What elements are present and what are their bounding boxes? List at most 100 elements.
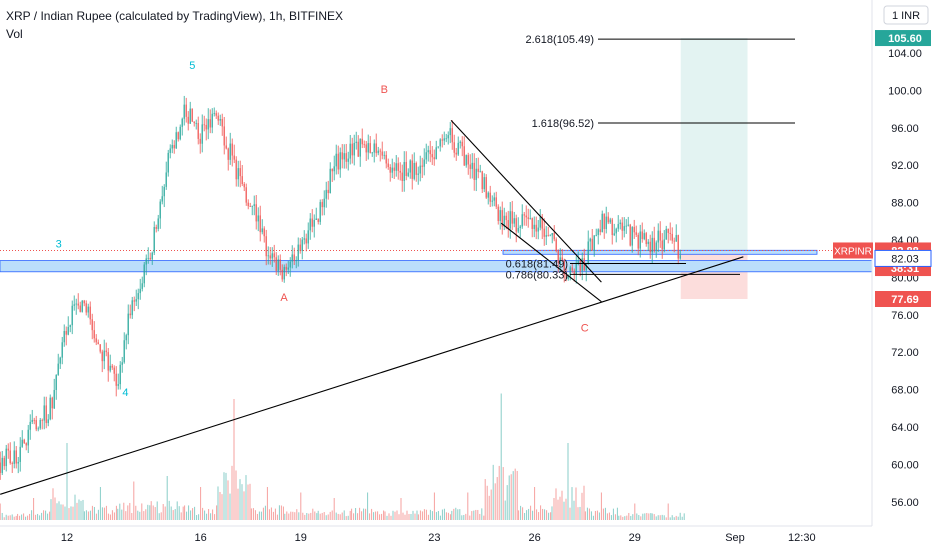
candle-body — [265, 236, 267, 257]
candle-body — [269, 255, 271, 259]
candle-body — [377, 150, 379, 154]
candle-body — [487, 192, 489, 198]
candle-body — [225, 145, 227, 149]
candle-body — [475, 168, 477, 180]
candle-body — [603, 213, 605, 230]
candle-body — [647, 241, 649, 245]
volume-bar — [227, 480, 229, 520]
candle-body — [169, 148, 171, 153]
candle-body — [543, 228, 545, 237]
candle-body — [271, 253, 273, 259]
candle-body — [371, 152, 373, 154]
candle-body — [73, 304, 75, 306]
candle-body — [467, 155, 469, 165]
candle-body — [253, 204, 255, 206]
candle-body — [305, 238, 307, 244]
candle-body — [387, 163, 389, 168]
candle-body — [561, 257, 563, 261]
candle-body — [565, 274, 567, 280]
volume-bar — [168, 500, 170, 520]
volume-bar — [105, 505, 107, 520]
candle-body — [463, 146, 465, 166]
candle-body — [219, 119, 221, 121]
y-tick-label: 68.00 — [891, 385, 919, 397]
candle-body — [13, 450, 15, 464]
volume-bar — [154, 507, 156, 520]
candle-body — [567, 276, 569, 280]
volume-bar — [414, 513, 416, 520]
volume-bar — [19, 515, 21, 520]
candle-body — [293, 254, 295, 262]
candle-body — [643, 233, 645, 239]
volume-bar — [661, 514, 663, 520]
candle-body — [527, 217, 529, 219]
volume-bar — [384, 511, 386, 520]
candle-body — [599, 229, 601, 233]
trendline-channel-lower — [500, 222, 602, 303]
volume-bar — [614, 514, 616, 520]
volume-bar — [427, 514, 429, 520]
price-badge — [874, 249, 932, 267]
volume-bar — [457, 509, 459, 520]
candle-body — [395, 163, 397, 171]
candle-body — [437, 146, 439, 148]
volume-bar — [542, 508, 544, 520]
volume-bar — [137, 510, 139, 520]
candle-body — [523, 214, 525, 216]
candle-body — [149, 257, 151, 260]
volume-bar — [308, 513, 310, 520]
candle-body — [491, 200, 493, 202]
candle-body — [385, 154, 387, 164]
candle-body — [119, 364, 121, 385]
volume-bar — [581, 492, 583, 520]
volume-bar — [504, 500, 506, 520]
volume-bar — [113, 512, 115, 520]
volume-bar — [89, 510, 91, 520]
candle-body — [641, 231, 643, 239]
volume-bar — [198, 514, 200, 520]
volume-bar — [319, 513, 321, 520]
volume-bar — [659, 515, 661, 520]
volume-bar — [630, 515, 632, 520]
candle-body — [381, 151, 383, 156]
candle-body — [367, 143, 369, 153]
volume-bar — [534, 487, 536, 520]
volume-bar — [624, 516, 626, 520]
candle-body — [207, 119, 209, 130]
candle-body — [639, 231, 641, 249]
candle-body — [103, 350, 105, 362]
candle-body — [83, 300, 85, 304]
currency-button — [883, 5, 929, 25]
candle-body — [145, 258, 147, 265]
volume-bar — [83, 511, 85, 520]
candle-body — [653, 237, 655, 251]
candle-body — [511, 211, 513, 224]
volume-bar — [62, 504, 64, 520]
candle-body — [117, 384, 119, 386]
volume-bar — [129, 502, 131, 520]
volume-bar — [402, 512, 404, 520]
candle-body — [173, 144, 175, 149]
candle-body — [53, 389, 55, 409]
volume-bar — [260, 511, 262, 520]
volume-bar — [406, 510, 408, 520]
chart-title: XRP / Indian Rupee (calculated by Tradin… — [6, 9, 344, 23]
candle-body — [87, 306, 89, 313]
volume-bar — [180, 512, 182, 520]
volume-bar — [644, 513, 646, 520]
volume-bar — [64, 506, 66, 520]
volume-bar — [600, 492, 602, 520]
candle-body — [617, 224, 619, 229]
candle-body — [239, 168, 241, 177]
x-tick-label: Sep — [725, 532, 745, 544]
volume-bar — [653, 514, 655, 520]
candle-body — [61, 342, 63, 358]
volume-bar — [640, 516, 642, 520]
volume-bar — [522, 507, 524, 520]
candle-body — [631, 227, 633, 246]
currency-button-label[interactable]: 1 INR — [892, 10, 920, 22]
candle-body — [247, 202, 249, 207]
candle-body — [673, 240, 675, 242]
volume-bar — [121, 509, 123, 520]
